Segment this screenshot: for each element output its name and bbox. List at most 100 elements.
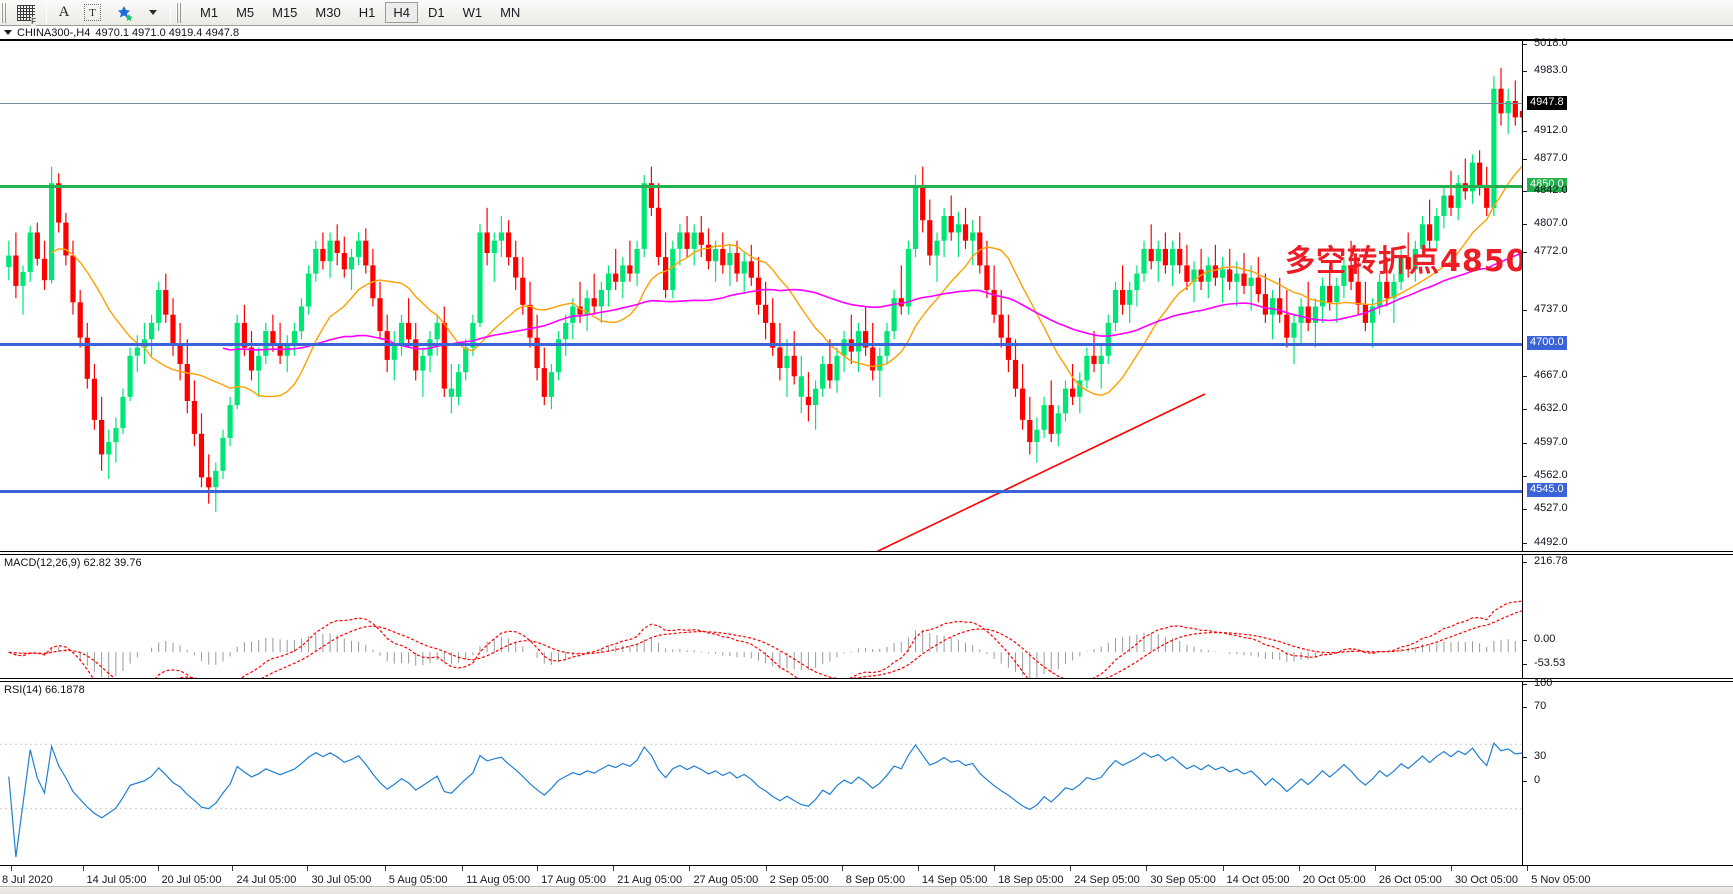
- axis-tick-100: 100: [1523, 677, 1555, 691]
- current-price-line[interactable]: [0, 103, 1522, 104]
- objects-icon[interactable]: [109, 2, 139, 24]
- time-axis-label: 18 Sep 05:00: [998, 874, 1064, 886]
- time-axis-tick: [11, 866, 13, 871]
- axis-tick-48500[interactable]: 4850.0: [1523, 178, 1567, 192]
- time-axis-label: 14 Oct 05:00: [1226, 874, 1290, 886]
- toolbar-separator-2: [170, 2, 171, 23]
- timeframe-button-w1[interactable]: W1: [462, 5, 483, 20]
- time-axis-tick: [613, 866, 615, 871]
- axis-tick-21678: 216.78: [1523, 555, 1571, 569]
- axis-tick-48420: 4842.0: [1523, 184, 1571, 198]
- axis-tick-70: 70: [1523, 700, 1549, 714]
- axis-tick-45270: 4527.0: [1523, 502, 1571, 516]
- symbol-ohlc: 4970.1 4971.0 4919.4 4947.8: [95, 26, 240, 39]
- macd-label: MACD(12,26,9) 62.82 39.76: [4, 557, 142, 569]
- time-axis-tick: [1070, 866, 1072, 871]
- timeframe-button-m15[interactable]: M15: [272, 5, 298, 20]
- candlestick-svg: [6, 68, 1522, 551]
- time-axis-label: 24 Jul 05:00: [236, 874, 297, 886]
- support-line-4700[interactable]: [0, 343, 1522, 346]
- chart-annotation-text: 多空转折点4850: [1285, 244, 1523, 279]
- time-axis-tick: [157, 866, 159, 871]
- support-line-4545[interactable]: [0, 490, 1522, 493]
- time-axis-label: 20 Jul 05:00: [161, 874, 222, 886]
- macd-svg: [8, 600, 1522, 678]
- chevron-down-icon[interactable]: [141, 2, 165, 24]
- timeframe-button-mn[interactable]: MN: [500, 5, 521, 20]
- timeframe-button-h4[interactable]: H4: [385, 2, 418, 23]
- time-axis-tick: [307, 866, 309, 871]
- time-axis-tick: [1298, 866, 1300, 871]
- axis-tick-49830: 4983.0: [1523, 64, 1571, 78]
- toolbar-grip-1[interactable]: [1, 2, 8, 23]
- grid-f-icon[interactable]: [11, 2, 41, 26]
- time-axis-tick: [232, 866, 234, 871]
- time-axis-tick: [1374, 866, 1376, 871]
- time-axis-tick: [917, 866, 919, 871]
- status-bar: [0, 886, 1733, 894]
- rsi-plot-area[interactable]: RSI(14) 66.1878: [0, 682, 1523, 865]
- time-axis-tick: [462, 866, 464, 871]
- axis-tick-000: 0.00: [1523, 633, 1558, 647]
- time-axis-label: 5 Aug 05:00: [388, 874, 448, 886]
- toolbar-grip-2[interactable]: [176, 2, 183, 23]
- axis-tick-49120: 4912.0: [1523, 124, 1571, 138]
- text-label-icon[interactable]: A: [58, 4, 70, 20]
- time-axis-label: 24 Sep 05:00: [1074, 874, 1140, 886]
- time-axis-label: 17 Aug 05:00: [541, 874, 606, 886]
- symbol-info-bar: CHINA300-,H4 4970.1 4971.0 4919.4 4947.8: [0, 26, 1733, 40]
- time-axis-tick: [1146, 866, 1148, 871]
- price-chart-panel[interactable]: 多空转折点4850 5018.0 4983.0 4947.8 4912.0 4877.0…: [0, 37, 1733, 614]
- time-axis-tick: [537, 866, 539, 871]
- timeframe-button-m1[interactable]: M1: [200, 5, 219, 20]
- axis-tick-47720: 4772.0: [1523, 245, 1571, 259]
- axis-tick-48070: 4807.0: [1523, 217, 1571, 231]
- axis-tick-45970: 4597.0: [1523, 436, 1571, 450]
- time-axis-tick: [384, 866, 386, 871]
- time-axis-label: 20 Oct 05:00: [1302, 874, 1366, 886]
- timeframe-button-d1[interactable]: D1: [427, 5, 445, 20]
- time-axis-label: 26 Oct 05:00: [1378, 874, 1442, 886]
- axis-tick-45620: 4562.0: [1523, 469, 1571, 483]
- axis-tick-0: 0: [1523, 774, 1543, 788]
- time-axis-label: 27 Aug 05:00: [693, 874, 759, 886]
- macd-indicator-panel[interactable]: MACD(12,26,9) 62.82 39.76 216.78 0.00 -53.…: [0, 554, 1733, 679]
- time-axis-label: 8 Jul 2020: [2, 874, 53, 886]
- price-axis[interactable]: 5018.0 4983.0 4947.8 4912.0 4877.0 4850.0 4842…: [1523, 37, 1733, 614]
- axis-tick-48770: 4877.0: [1523, 152, 1571, 166]
- macd-axis[interactable]: 216.78 0.00 -53.53: [1523, 555, 1733, 678]
- symbol-name: CHINA300-,H4: [17, 26, 91, 39]
- axis-tick-45450[interactable]: 4545.0: [1523, 483, 1567, 497]
- axis-tick-30: 30: [1523, 750, 1549, 764]
- axis-tick-46670: 4667.0: [1523, 369, 1571, 383]
- timeframe-button-h1[interactable]: H1: [358, 5, 376, 20]
- axis-tick-49478[interactable]: 4947.8: [1523, 96, 1567, 110]
- main-toolbar: A T M1 M5 M15 M30 H1 H4 D1 W1 MN: [0, 0, 1733, 26]
- collapse-caret-icon[interactable]: [4, 30, 12, 35]
- time-axis-label: 30 Sep 05:00: [1150, 874, 1216, 886]
- axis-tick-44920: 4492.0: [1523, 536, 1571, 550]
- time-axis-tick: [1222, 866, 1224, 871]
- rsi-indicator-panel[interactable]: RSI(14) 66.1878 100 70 30 0: [0, 677, 1733, 866]
- resistance-line-4850[interactable]: [0, 185, 1522, 188]
- rsi-label: RSI(14) 66.1878: [4, 684, 85, 696]
- axis-tick-47000[interactable]: 4700.0: [1523, 336, 1567, 350]
- macd-plot-area[interactable]: MACD(12,26,9) 62.82 39.76: [0, 555, 1523, 678]
- rsi-axis[interactable]: 100 70 30 0: [1523, 677, 1733, 865]
- time-axis-label: 5 Nov 05:00: [1531, 874, 1591, 886]
- time-axis-tick: [841, 866, 843, 871]
- time-axis-label: 2 Sep 05:00: [769, 874, 829, 886]
- price-plot-area[interactable]: 多空转折点4850: [0, 41, 1523, 551]
- time-axis-label: 11 Aug 05:00: [466, 874, 531, 886]
- timeframe-button-m5[interactable]: M5: [236, 5, 255, 20]
- time-axis-label: 8 Sep 05:00: [845, 874, 906, 886]
- timeframe-button-m30[interactable]: M30: [315, 5, 341, 20]
- text-box-icon[interactable]: T: [78, 2, 107, 24]
- time-axis-label: 30 Jul 05:00: [311, 874, 372, 886]
- time-axis-tick: [82, 866, 84, 871]
- toolbar-separator-1: [46, 2, 47, 23]
- rsi-svg: [0, 742, 1522, 858]
- time-axis-label: 30 Oct 05:00: [1455, 874, 1519, 886]
- time-axis-label: 14 Jul 05:00: [86, 874, 147, 886]
